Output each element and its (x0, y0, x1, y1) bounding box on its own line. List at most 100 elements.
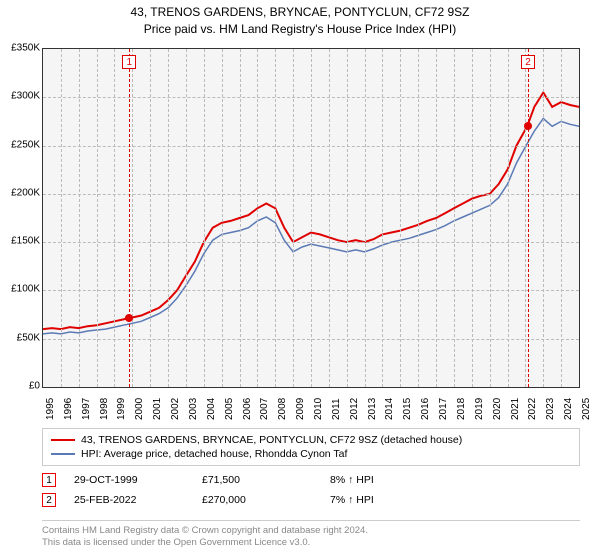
gridline-v (329, 49, 330, 387)
event-marker-line (129, 49, 130, 387)
x-axis-label: 1998 (99, 398, 110, 420)
footer-line-2: This data is licensed under the Open Gov… (42, 537, 580, 549)
footer-line-1: Contains HM Land Registry data © Crown c… (42, 525, 580, 537)
event-date: 29-OCT-1999 (74, 474, 184, 486)
gridline-v (436, 49, 437, 387)
gridline-v (311, 49, 312, 387)
events-table: 1 29-OCT-1999 £71,500 8% ↑ HPI 2 25-FEB-… (42, 470, 580, 510)
x-axis-label: 2012 (349, 398, 360, 420)
event-diff: 7% ↑ HPI (330, 494, 440, 506)
gridline-v (508, 49, 509, 387)
event-index-box: 1 (42, 473, 56, 487)
x-axis-label: 2020 (492, 398, 503, 420)
x-axis-label: 2015 (402, 398, 413, 420)
gridline-v (114, 49, 115, 387)
gridline-v (222, 49, 223, 387)
y-axis-label: £300K (11, 91, 40, 102)
y-axis-label: £250K (11, 139, 40, 150)
legend-row: HPI: Average price, detached house, Rhon… (51, 447, 571, 461)
gridline-v (490, 49, 491, 387)
price-marker-dot (524, 122, 532, 130)
event-marker-box: 1 (122, 55, 136, 69)
x-axis-label: 2011 (331, 398, 342, 420)
x-axis-label: 2003 (188, 398, 199, 420)
event-diff: 8% ↑ HPI (330, 474, 440, 486)
x-axis-label: 2013 (367, 398, 378, 420)
gridline-v (168, 49, 169, 387)
event-price: £71,500 (202, 474, 312, 486)
gridline-v (79, 49, 80, 387)
gridline-v (472, 49, 473, 387)
x-axis-label: 1999 (116, 398, 127, 420)
gridline-v (293, 49, 294, 387)
gridline-v (61, 49, 62, 387)
title-line-1: 43, TRENOS GARDENS, BRYNCAE, PONTYCLUN, … (0, 4, 600, 21)
x-axis-label: 2017 (438, 398, 449, 420)
x-axis-label: 2021 (510, 398, 521, 420)
gridline-v (365, 49, 366, 387)
x-axis-label: 2024 (563, 398, 574, 420)
event-index-box: 2 (42, 493, 56, 507)
x-axis-label: 2006 (242, 398, 253, 420)
legend-row: 43, TRENOS GARDENS, BRYNCAE, PONTYCLUN, … (51, 433, 571, 447)
gridline-v (204, 49, 205, 387)
gridline-v (418, 49, 419, 387)
x-axis-label: 2008 (277, 398, 288, 420)
gridline-v (97, 49, 98, 387)
y-axis-label: £350K (11, 43, 40, 54)
event-row: 1 29-OCT-1999 £71,500 8% ↑ HPI (42, 470, 580, 490)
gridline-v (275, 49, 276, 387)
x-axis-label: 2009 (295, 398, 306, 420)
gridline-v (382, 49, 383, 387)
x-axis-label: 2014 (384, 398, 395, 420)
x-axis-label: 2010 (313, 398, 324, 420)
x-axis-label: 2025 (581, 398, 592, 420)
event-date: 25-FEB-2022 (74, 494, 184, 506)
gridline-v (132, 49, 133, 387)
x-axis-label: 2001 (152, 398, 163, 420)
x-axis-label: 2002 (170, 398, 181, 420)
x-axis-label: 1997 (81, 398, 92, 420)
gridline-v (150, 49, 151, 387)
y-axis-label: £200K (11, 187, 40, 198)
chart-container: 43, TRENOS GARDENS, BRYNCAE, PONTYCLUN, … (0, 0, 600, 560)
legend-label: 43, TRENOS GARDENS, BRYNCAE, PONTYCLUN, … (81, 434, 462, 446)
y-axis-label: £50K (17, 332, 40, 343)
legend-swatch (51, 453, 75, 455)
event-price: £270,000 (202, 494, 312, 506)
chart-plot-area: 12 (42, 48, 580, 388)
event-row: 2 25-FEB-2022 £270,000 7% ↑ HPI (42, 490, 580, 510)
x-axis-label: 2005 (224, 398, 235, 420)
y-axis-label: £100K (11, 284, 40, 295)
event-marker-box: 2 (521, 55, 535, 69)
x-axis-label: 2004 (206, 398, 217, 420)
gridline-v (257, 49, 258, 387)
y-axis-label: £150K (11, 236, 40, 247)
event-marker-line (528, 49, 529, 387)
x-axis-label: 2022 (527, 398, 538, 420)
gridline-v (454, 49, 455, 387)
gridline-v (543, 49, 544, 387)
x-axis-label: 2016 (420, 398, 431, 420)
gridline-v (240, 49, 241, 387)
legend-label: HPI: Average price, detached house, Rhon… (81, 448, 347, 460)
x-axis-label: 1995 (45, 398, 56, 420)
x-axis-label: 2023 (545, 398, 556, 420)
footer-attribution: Contains HM Land Registry data © Crown c… (42, 520, 580, 550)
price-marker-dot (125, 314, 133, 322)
gridline-v (400, 49, 401, 387)
gridline-v (186, 49, 187, 387)
legend-box: 43, TRENOS GARDENS, BRYNCAE, PONTYCLUN, … (42, 428, 580, 466)
x-axis-label: 2007 (259, 398, 270, 420)
x-axis-label: 2018 (456, 398, 467, 420)
title-line-2: Price paid vs. HM Land Registry's House … (0, 21, 600, 38)
gridline-v (561, 49, 562, 387)
gridline-v (525, 49, 526, 387)
x-axis-label: 1996 (63, 398, 74, 420)
title-block: 43, TRENOS GARDENS, BRYNCAE, PONTYCLUN, … (0, 0, 600, 38)
y-axis-label: £0 (29, 381, 40, 392)
x-axis-label: 2019 (474, 398, 485, 420)
gridline-v (347, 49, 348, 387)
legend-swatch (51, 439, 75, 441)
x-axis-label: 2000 (134, 398, 145, 420)
